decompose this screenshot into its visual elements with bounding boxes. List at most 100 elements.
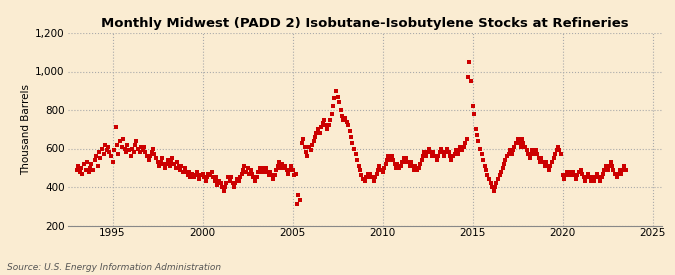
Point (387, 158, 398, 162)
Point (607, 164, 618, 168)
Point (373, 167, 383, 172)
Point (389, 162, 400, 166)
Point (173, 164, 184, 168)
Point (113, 152, 124, 156)
Point (602, 167, 613, 172)
Point (356, 173, 367, 178)
Point (437, 150, 448, 155)
Point (170, 166, 181, 170)
Point (92, 164, 103, 168)
Point (260, 166, 271, 170)
Point (288, 173, 299, 178)
Point (171, 160, 182, 164)
Point (556, 152, 566, 156)
Point (155, 160, 166, 164)
Point (441, 146, 452, 151)
Point (229, 185, 240, 189)
Point (450, 148, 461, 153)
Point (503, 152, 514, 156)
Point (512, 137, 523, 141)
Point (374, 164, 385, 168)
Point (124, 148, 134, 153)
Point (122, 142, 133, 147)
Point (138, 144, 149, 149)
Point (541, 160, 551, 164)
Point (107, 160, 118, 164)
Point (214, 179, 225, 183)
Point (457, 148, 468, 153)
Point (90, 154, 101, 158)
Point (404, 164, 415, 168)
Point (283, 171, 294, 176)
Point (515, 144, 526, 149)
Point (551, 148, 562, 153)
Point (275, 166, 286, 170)
Point (495, 169, 506, 174)
Point (225, 175, 236, 180)
Point (599, 167, 610, 172)
Point (327, 104, 338, 108)
Point (614, 167, 625, 172)
Point (295, 198, 306, 203)
Point (265, 169, 275, 174)
Point (385, 158, 396, 162)
Point (160, 166, 171, 170)
Point (583, 171, 593, 176)
Point (227, 181, 238, 185)
Point (202, 175, 213, 180)
Point (277, 162, 288, 166)
Point (472, 133, 483, 137)
Point (205, 173, 215, 178)
Point (435, 146, 446, 151)
Point (352, 158, 362, 162)
Point (612, 171, 623, 176)
Point (502, 154, 512, 158)
Point (341, 119, 352, 124)
Point (489, 185, 500, 189)
Point (191, 169, 202, 174)
Point (570, 177, 581, 182)
Point (246, 171, 257, 176)
Point (360, 175, 371, 180)
Point (342, 123, 353, 128)
Point (569, 173, 580, 178)
Point (477, 158, 488, 162)
Point (224, 179, 235, 183)
Point (236, 171, 247, 176)
Point (74, 169, 85, 174)
Point (605, 160, 616, 164)
Point (533, 156, 544, 160)
Point (543, 167, 554, 172)
Point (401, 156, 412, 160)
Point (305, 148, 316, 153)
Point (241, 169, 252, 174)
Point (443, 150, 454, 155)
Point (304, 144, 315, 149)
Point (109, 148, 119, 153)
Point (584, 175, 595, 180)
Point (256, 169, 267, 174)
Point (358, 177, 369, 182)
Point (462, 75, 473, 79)
Point (223, 175, 234, 180)
Point (394, 166, 404, 170)
Point (188, 175, 199, 180)
Point (592, 171, 603, 176)
Point (369, 175, 380, 180)
Point (163, 158, 173, 162)
Point (149, 152, 160, 156)
Point (153, 164, 164, 168)
Point (381, 158, 392, 162)
Point (414, 162, 425, 166)
Point (562, 169, 572, 174)
Point (427, 154, 437, 158)
Point (353, 164, 364, 168)
Point (380, 162, 391, 166)
Point (319, 117, 329, 122)
Point (476, 152, 487, 156)
Point (98, 152, 109, 156)
Point (152, 160, 163, 164)
Point (94, 150, 105, 155)
Point (80, 167, 91, 172)
Point (134, 150, 145, 155)
